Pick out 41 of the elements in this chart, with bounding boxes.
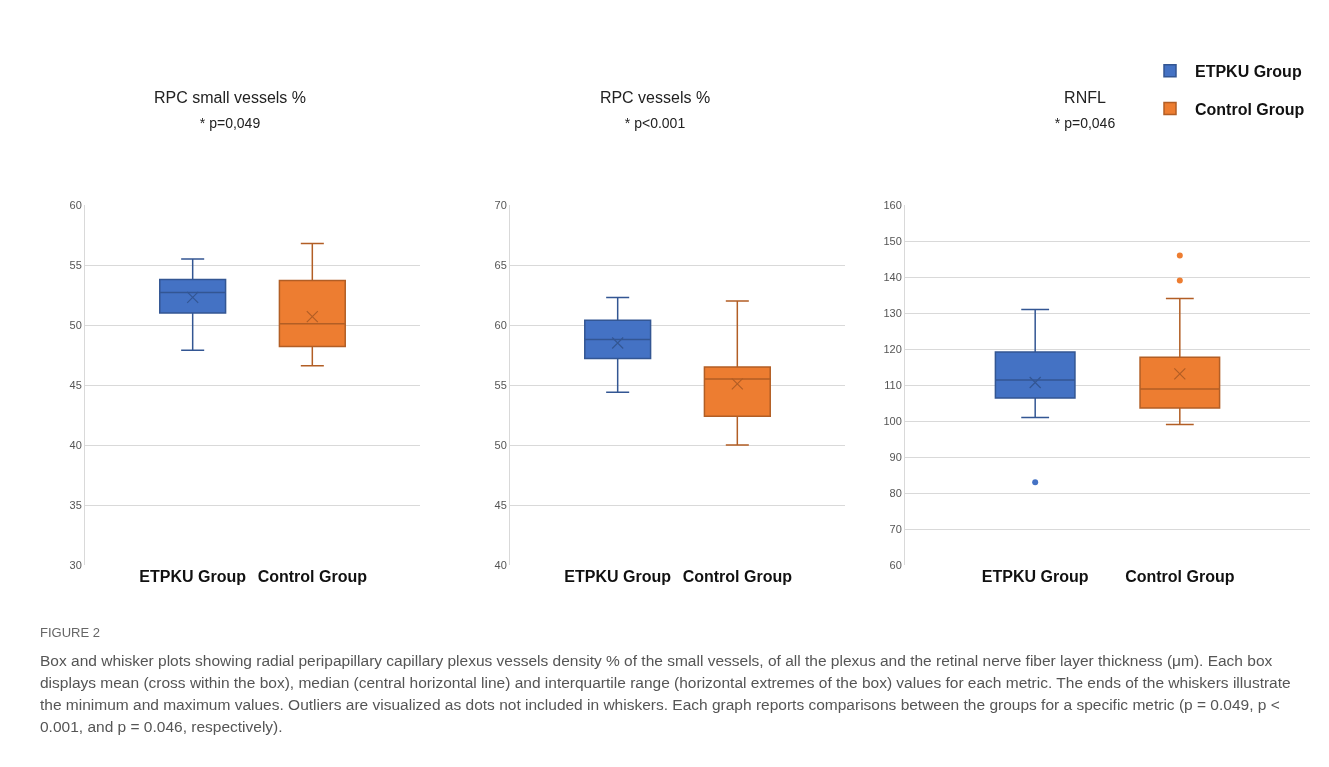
y-tick-label: 110: [884, 378, 902, 391]
y-tick-label: 120: [883, 342, 902, 355]
y-tick-label: 50: [69, 318, 82, 331]
y-tick-label: 50: [494, 438, 507, 451]
x-tick-label: Control Group: [257, 568, 368, 585]
x-tick-label: Control Group: [682, 568, 793, 585]
y-tick-label: 35: [69, 498, 82, 511]
y-tick-label: 70: [889, 522, 902, 535]
y-tick-label: 40: [69, 438, 82, 451]
text: Box and whisker plots showing radial peripapillary capillary plexus vessels density % of the small vessels, of all the plexus and the retinal nerve fiber layer thickness (μm). Each box displays mean (cross within the box), median (central horizontal line) and interquartile range (horizontal extremes of the box) values for each metric. The ends of the whiskers illustrate the minimum and maximum values. Outliers are visualized as dots not included in whiskers. Each graph reports comparisons between the groups for a specific metric (p = 0.049, p < 0.001, and p = 0.046, respectively).: [40, 651, 1292, 737]
chart-title: RPC small vessels %: [153, 88, 307, 106]
chart-title: RNFL: [1064, 88, 1106, 106]
y-tick-label: 60: [889, 558, 902, 571]
y-tick-label: 60: [494, 318, 507, 331]
x-tick-label: ETPKU Group: [564, 568, 672, 585]
y-tick-label: 90: [889, 450, 902, 463]
chart-subtitle: * p=0,049: [199, 114, 261, 131]
y-tick-label: 60: [69, 198, 82, 211]
y-tick-label: 100: [883, 414, 902, 427]
legend-label: ETPKU Group: [1195, 62, 1302, 80]
y-tick-label: 160: [883, 198, 902, 211]
caption: FIGURE 2: [40, 624, 101, 642]
y-tick-label: 30: [69, 558, 82, 571]
y-tick-label: 80: [889, 486, 902, 499]
y-tick-label: 55: [494, 378, 507, 391]
chart-title: RPC vessels %: [599, 88, 711, 106]
y-tick-label: 40: [494, 558, 507, 571]
legend-label: Control Group: [1195, 100, 1305, 118]
y-tick-label: 45: [494, 498, 507, 511]
x-tick-label: Control Group: [1125, 568, 1235, 585]
x-tick-label: ETPKU Group: [981, 568, 1089, 585]
x-tick-label: ETPKU Group: [139, 568, 247, 585]
y-tick-label: 45: [69, 378, 82, 391]
y-tick-label: 55: [69, 258, 82, 271]
chart-subtitle: * p<0.001: [624, 114, 686, 131]
y-tick-label: 65: [494, 258, 507, 271]
y-tick-label: 70: [494, 198, 507, 211]
y-tick-label: 150: [883, 234, 902, 247]
y-tick-label: 130: [883, 306, 902, 319]
y-tick-label: 140: [883, 270, 902, 283]
chart-subtitle: * p=0,046: [1054, 114, 1116, 131]
